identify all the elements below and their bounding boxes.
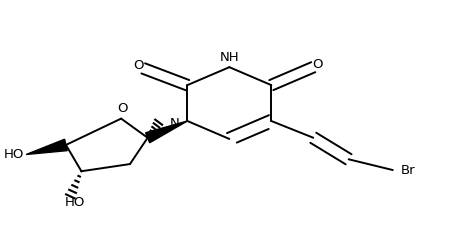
- Text: O: O: [312, 58, 322, 71]
- Polygon shape: [145, 121, 187, 143]
- Text: HO: HO: [4, 148, 24, 161]
- Text: HO: HO: [65, 196, 85, 209]
- Text: Br: Br: [400, 164, 415, 177]
- Text: N: N: [169, 117, 179, 130]
- Text: O: O: [133, 60, 144, 72]
- Polygon shape: [26, 139, 67, 154]
- Text: NH: NH: [219, 51, 238, 64]
- Text: O: O: [116, 102, 127, 115]
